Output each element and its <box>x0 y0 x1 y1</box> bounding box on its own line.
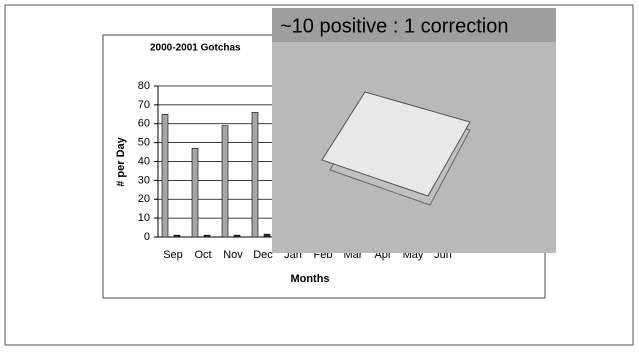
x-tick-label: Sep <box>163 249 183 261</box>
page: 2000-2001 Gotchas Months # per Day 0 10 20… <box>0 0 639 354</box>
y-tick-label: 70 <box>138 99 150 111</box>
chart-title: 2000-2001 Gotchas <box>150 43 241 54</box>
bar <box>264 234 270 237</box>
x-axis-label: Months <box>290 273 329 285</box>
bar <box>234 235 240 237</box>
x-tick-label: Oct <box>194 249 211 261</box>
y-tick-label: 0 <box>144 231 150 243</box>
bar <box>174 235 180 237</box>
bar <box>192 148 198 237</box>
photo: ~10 positive : 1 correction <box>272 8 556 253</box>
y-tick-label: 60 <box>138 118 150 130</box>
x-tick-label: Nov <box>223 249 243 261</box>
y-tick-label: 20 <box>138 193 150 205</box>
overlay-caption: ~10 positive : 1 correction <box>280 15 508 37</box>
x-tick-label: Dec <box>253 249 273 261</box>
bar <box>252 112 258 237</box>
y-tick-label: 10 <box>138 212 150 224</box>
y-tick-label: 50 <box>138 137 150 149</box>
bar <box>222 126 228 237</box>
y-tick-label: 30 <box>138 174 150 186</box>
y-tick-label: 80 <box>138 80 150 92</box>
slide: 2000-2001 Gotchas Months # per Day 0 10 20… <box>0 0 639 354</box>
bar <box>204 235 210 237</box>
y-tick-label: 40 <box>138 155 150 167</box>
y-axis-label: # per Day <box>115 136 127 186</box>
bar <box>162 114 168 237</box>
